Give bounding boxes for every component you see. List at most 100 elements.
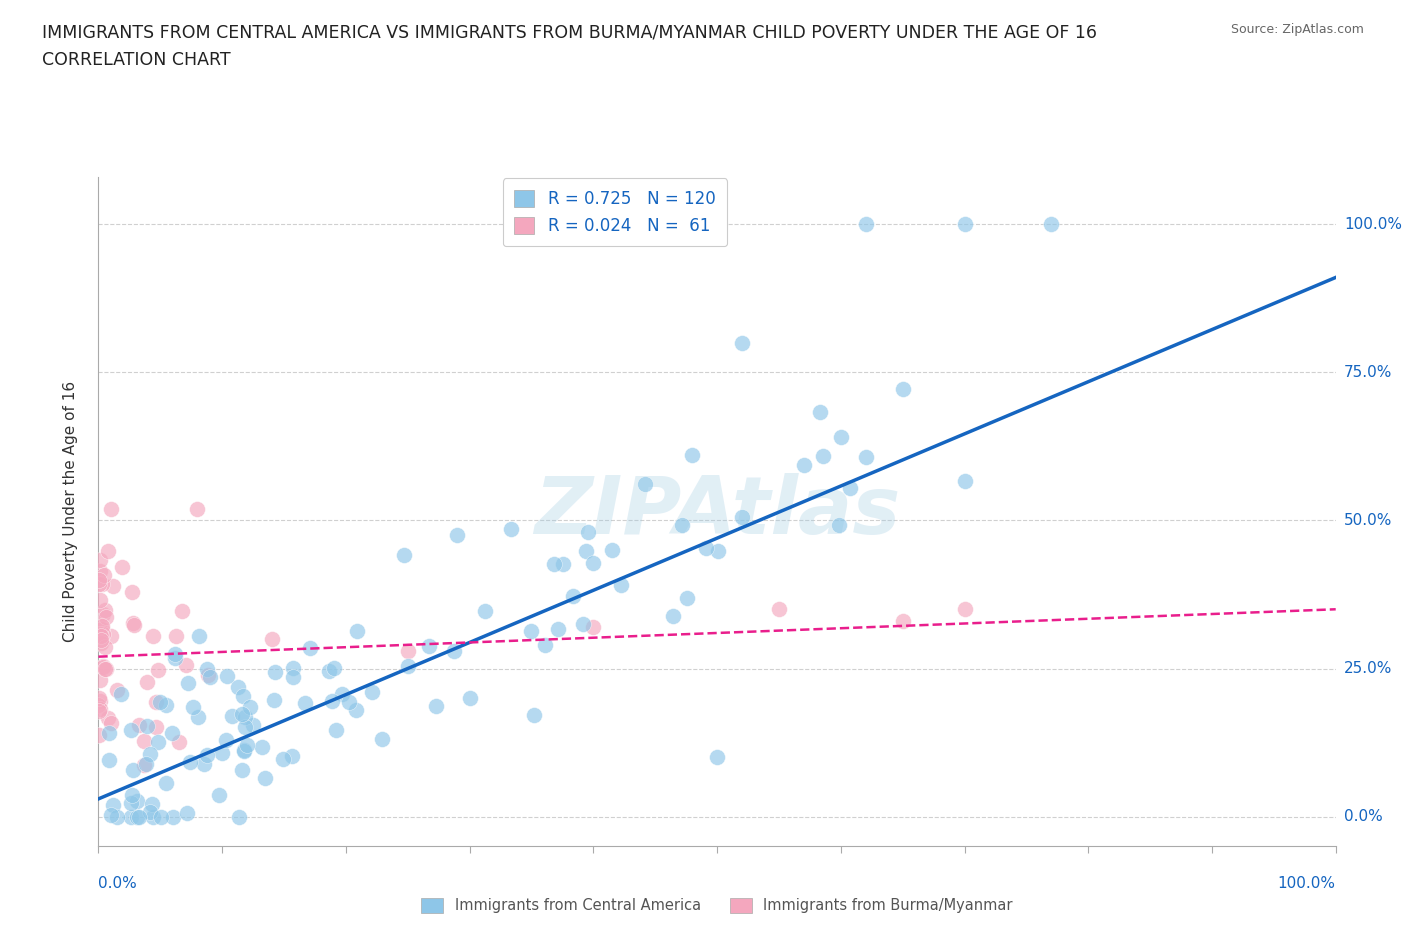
Point — [160, 726, 183, 741]
Point — [707, 544, 730, 559]
Point — [671, 517, 693, 532]
Point — [125, 793, 148, 808]
Point — [195, 661, 218, 676]
Legend: Immigrants from Central America, Immigrants from Burma/Myanmar: Immigrants from Central America, Immigra… — [413, 890, 1021, 921]
Point — [953, 602, 976, 617]
Point — [100, 716, 122, 731]
Point — [150, 809, 173, 824]
Point — [534, 637, 557, 652]
Point — [239, 699, 262, 714]
Point — [174, 658, 197, 672]
Point — [600, 543, 623, 558]
Point — [344, 703, 367, 718]
Point — [105, 683, 128, 698]
Point — [260, 631, 283, 646]
Text: CORRELATION CHART: CORRELATION CHART — [42, 51, 231, 69]
Point — [169, 735, 191, 750]
Y-axis label: Child Poverty Under the Age of 16: Child Poverty Under the Age of 16 — [63, 381, 77, 642]
Point — [346, 623, 368, 638]
Point — [138, 747, 160, 762]
Point — [87, 573, 110, 588]
Point — [263, 693, 285, 708]
Point — [233, 720, 256, 735]
Point — [91, 658, 114, 673]
Point — [582, 555, 605, 570]
Point — [891, 381, 914, 396]
Point — [197, 668, 219, 683]
Point — [139, 804, 162, 819]
Point — [145, 695, 167, 710]
Point — [98, 725, 121, 740]
Point — [90, 636, 112, 651]
Point — [87, 621, 110, 636]
Text: 75.0%: 75.0% — [1344, 365, 1392, 379]
Point — [543, 557, 565, 572]
Point — [89, 577, 111, 591]
Point — [793, 458, 815, 472]
Point — [96, 609, 118, 624]
Point — [443, 644, 465, 658]
Point — [187, 710, 209, 724]
Point — [731, 510, 754, 525]
Point — [337, 695, 360, 710]
Point — [120, 796, 142, 811]
Point — [90, 618, 112, 633]
Point — [610, 578, 633, 592]
Point — [124, 618, 146, 632]
Point — [523, 708, 546, 723]
Point — [179, 754, 201, 769]
Point — [281, 670, 304, 684]
Point — [91, 627, 114, 642]
Point — [575, 543, 598, 558]
Point — [418, 639, 440, 654]
Point — [323, 661, 346, 676]
Point — [101, 579, 124, 594]
Point — [215, 733, 238, 748]
Point — [96, 661, 118, 676]
Point — [97, 543, 120, 558]
Point — [121, 788, 143, 803]
Point — [110, 686, 132, 701]
Point — [162, 809, 184, 824]
Point — [208, 788, 231, 803]
Point — [576, 525, 599, 539]
Point — [195, 748, 218, 763]
Point — [330, 686, 353, 701]
Point — [263, 665, 285, 680]
Point — [93, 568, 115, 583]
Point — [253, 771, 276, 786]
Point — [547, 621, 569, 636]
Point — [89, 672, 111, 687]
Point — [163, 646, 186, 661]
Point — [87, 698, 110, 712]
Point — [520, 624, 543, 639]
Point — [634, 477, 657, 492]
Point — [855, 217, 877, 232]
Point — [155, 698, 177, 713]
Text: Source: ZipAtlas.com: Source: ZipAtlas.com — [1230, 23, 1364, 36]
Point — [299, 640, 322, 655]
Point — [145, 720, 167, 735]
Point — [89, 626, 111, 641]
Point — [217, 669, 239, 684]
Point — [891, 614, 914, 629]
Point — [87, 703, 110, 718]
Point — [681, 447, 703, 462]
Point — [361, 684, 384, 699]
Text: 0.0%: 0.0% — [98, 876, 138, 892]
Point — [953, 217, 976, 232]
Point — [396, 658, 419, 673]
Point — [446, 527, 468, 542]
Text: ZIPAtlas: ZIPAtlas — [534, 472, 900, 551]
Point — [551, 557, 574, 572]
Point — [100, 808, 122, 823]
Point — [572, 617, 595, 631]
Point — [134, 757, 156, 772]
Point — [136, 719, 159, 734]
Point — [125, 809, 148, 824]
Point — [838, 481, 860, 496]
Point — [811, 448, 834, 463]
Text: 100.0%: 100.0% — [1278, 876, 1336, 892]
Point — [93, 659, 115, 674]
Point — [235, 737, 257, 752]
